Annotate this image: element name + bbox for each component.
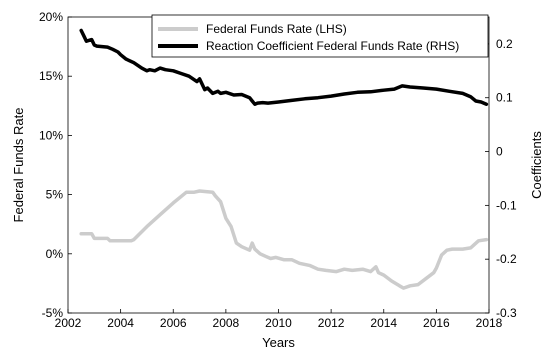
legend-box xyxy=(151,14,489,58)
series-line-reaction-coefficient xyxy=(79,28,489,106)
y-left-tick-label: 20% xyxy=(39,10,63,24)
x-tick-label: 2002 xyxy=(55,316,82,330)
y-right-tick-label: 0.2 xyxy=(496,37,513,51)
y-left-tick-label: -5% xyxy=(42,306,64,320)
y-axis-left-title: Federal Funds Rate xyxy=(11,108,26,223)
series-layer xyxy=(79,28,489,290)
x-tick-label: 2012 xyxy=(318,316,345,330)
ticks-layer: 2002 2004 2006 2008 2010 2012 2014 2016 2018 -5% 0… xyxy=(39,10,517,330)
y-axis-right-title: Coefficients xyxy=(529,131,544,199)
x-axis-title: Years xyxy=(262,335,295,350)
y-left-tick-label: 0% xyxy=(46,247,64,261)
legend-label-reaction-coefficient: Reaction Coefficient Federal Funds Rate … xyxy=(206,39,459,53)
y-right-tick-label: 0 xyxy=(496,145,503,159)
y-right-tick-label: -0.3 xyxy=(496,306,517,320)
series-line-federal-funds-rate xyxy=(79,189,489,290)
y-left-tick-label: 5% xyxy=(46,188,64,202)
x-tick-label: 2008 xyxy=(213,316,240,330)
x-tick-label: 2010 xyxy=(265,316,292,330)
x-tick-label: 2016 xyxy=(423,316,450,330)
y-right-tick-label: 0.1 xyxy=(496,91,513,105)
x-tick-label: 2004 xyxy=(107,316,134,330)
x-tick-label: 2014 xyxy=(370,316,397,330)
x-tick-label: 2018 xyxy=(476,316,503,330)
y-left-tick-label: 10% xyxy=(39,128,63,142)
legend: Federal Funds Rate (LHS) Reaction Coeffi… xyxy=(151,14,489,58)
legend-label-federal-funds-rate: Federal Funds Rate (LHS) xyxy=(206,22,347,36)
y-left-tick-label: 15% xyxy=(39,69,63,83)
y-right-tick-label: -0.2 xyxy=(496,252,517,266)
y-right-tick-label: -0.1 xyxy=(496,198,517,212)
x-tick-label: 2006 xyxy=(160,316,187,330)
